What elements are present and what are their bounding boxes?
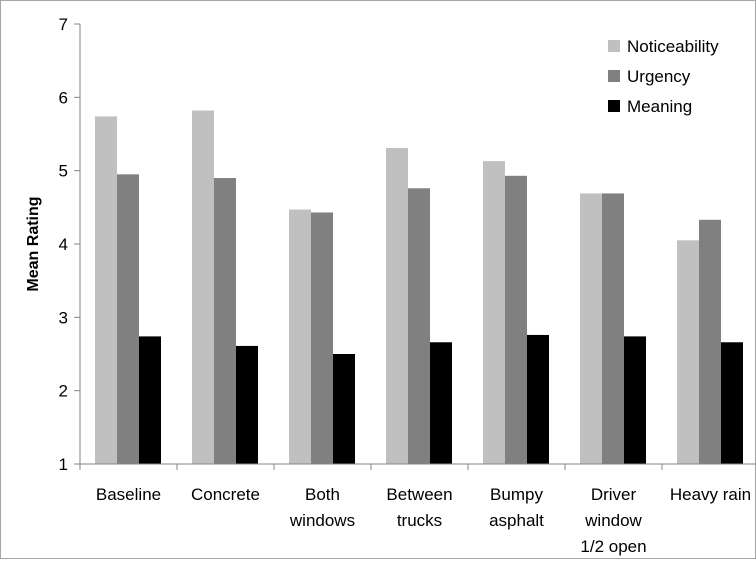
bar-noticeability [386, 147, 408, 464]
x-category-label: trucks [397, 511, 442, 530]
legend: Noticeability Urgency Meaning [608, 37, 719, 116]
y-tick-label: 4 [59, 235, 68, 254]
y-tick-label: 2 [59, 382, 68, 401]
bar-urgency [408, 188, 430, 464]
bar-noticeability [289, 209, 311, 464]
x-category-label: Baseline [96, 485, 161, 504]
axes: 1 2 3 4 5 6 7 Baseline Concrete Both windows Betwee… [59, 15, 756, 556]
bar-urgency [602, 193, 624, 464]
bar-urgency [699, 219, 721, 464]
bar-noticeability [677, 240, 699, 464]
x-category-label: Bumpy [490, 485, 543, 504]
bar-meaning [430, 342, 452, 464]
bar-meaning [624, 336, 646, 464]
x-category-label: Both [305, 485, 340, 504]
legend-label: Noticeability [627, 37, 719, 56]
bar-noticeability [95, 116, 117, 465]
bar-noticeability [580, 193, 602, 464]
bar-urgency [117, 174, 139, 465]
x-category-label: window [584, 511, 642, 530]
bar-urgency [311, 212, 333, 464]
bar-meaning [333, 354, 355, 464]
x-category-label: Driver [591, 485, 637, 504]
y-tick-label: 1 [59, 455, 68, 474]
bar-noticeability [483, 161, 505, 464]
bar-meaning [139, 336, 161, 464]
legend-label: Urgency [627, 67, 691, 86]
x-category-label: Heavy rain [670, 485, 751, 504]
y-tick-label: 7 [59, 15, 68, 34]
bar-meaning [721, 342, 743, 464]
bar-urgency [214, 178, 236, 464]
bar-meaning [236, 345, 258, 464]
legend-label: Meaning [627, 97, 692, 116]
bar-urgency [505, 175, 527, 465]
legend-swatch [608, 70, 620, 82]
legend-swatch [608, 40, 620, 52]
plot-area [95, 110, 743, 465]
x-category-label: Between [386, 485, 452, 504]
bar-noticeability [192, 110, 214, 465]
x-category-label: asphalt [489, 511, 544, 530]
y-tick-label: 5 [59, 162, 68, 181]
y-tick-label: 6 [59, 88, 68, 107]
x-category-label: 1/2 open [580, 537, 646, 556]
legend-swatch [608, 100, 620, 112]
x-category-label: Concrete [191, 485, 260, 504]
y-tick-label: 3 [59, 308, 68, 327]
bar-meaning [527, 334, 549, 464]
y-axis-label: Mean Rating [25, 196, 42, 291]
x-category-label: windows [289, 511, 355, 530]
